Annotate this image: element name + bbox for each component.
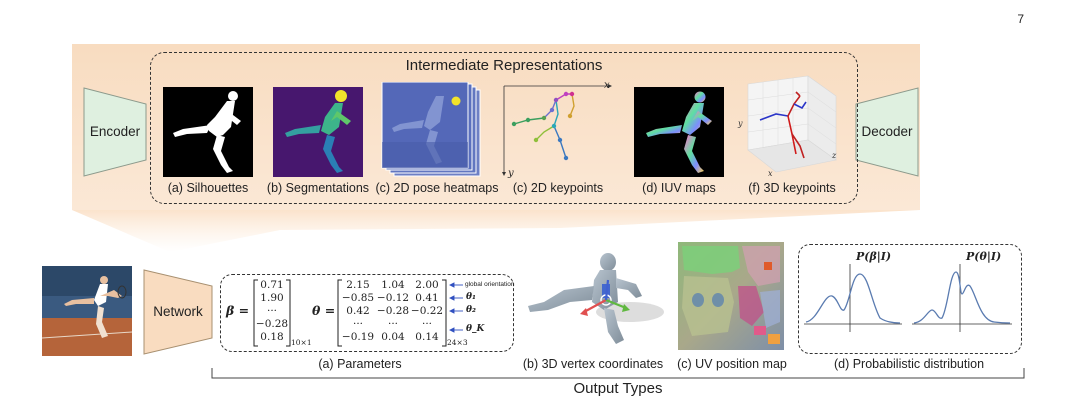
theta-cell: −0.12	[376, 292, 410, 304]
prob-beta-label: P(β|I)	[856, 250, 892, 263]
axis-y-3d: y	[737, 119, 743, 128]
caption-2d-keypoints: (c) 2D keypoints	[512, 181, 604, 195]
theta-cell: −0.85	[341, 292, 375, 304]
page-number: 7	[1017, 12, 1024, 26]
beta-value: 1.90	[260, 292, 284, 304]
beta-brackets	[253, 279, 291, 347]
theta-matrix: 2.15 1.04 2.00 −0.85 −0.12 0.41 0.42 −0.…	[340, 279, 444, 344]
output-types-bracket	[211, 368, 1025, 379]
theta-cell: 1.04	[381, 279, 405, 291]
uv-position-map-image	[678, 242, 784, 350]
axis-x-label: x	[604, 80, 610, 91]
theta-symbol: θ =	[312, 303, 336, 318]
beta-values: 0.71 1.90 ··· −0.28 0.18	[254, 279, 290, 344]
beta-size: 10×1	[291, 338, 312, 347]
encoder-label: Encoder	[89, 124, 141, 139]
encoder-block	[83, 87, 147, 177]
theta-cell: ···	[387, 318, 398, 330]
parameters-box	[220, 274, 514, 352]
theta-arrows	[449, 282, 463, 333]
theta-cell: −0.28	[376, 305, 410, 317]
theta-row: −0.19 0.04 0.14	[340, 331, 444, 344]
segmentation-image	[273, 87, 363, 177]
axis-x-3d: x	[768, 169, 773, 178]
caption-iuv-maps: (d) IUV maps	[642, 181, 716, 195]
heatmap-stack-image	[381, 82, 481, 177]
theta-cell: ···	[421, 318, 432, 330]
beta-value: 0.71	[260, 279, 284, 291]
probability-curves	[804, 264, 1012, 332]
keypoints-3d-plot: y x z	[737, 75, 837, 178]
caption-2d-pose-heatmaps: (c) 2D pose heatmaps	[375, 181, 499, 195]
intermediate-title: Intermediate Representations	[405, 57, 603, 74]
decoder-block	[855, 87, 919, 177]
network-block	[143, 269, 213, 355]
beta-value: −0.28	[255, 318, 289, 330]
theta-cell: −0.19	[341, 331, 375, 343]
theta-row: ··· ··· ···	[340, 318, 444, 331]
theta-size: 24×3	[447, 338, 468, 347]
note-theta-k: θ_K	[466, 324, 485, 334]
note-theta-1: θ₁	[466, 292, 476, 302]
theta-brackets	[337, 279, 447, 347]
beta-symbol: β =	[226, 303, 250, 318]
prob-theta-label: P(θ|I)	[966, 250, 1002, 263]
theta-cell: −0.22	[410, 305, 444, 317]
caption-3d-keypoints: (f) 3D keypoints	[748, 181, 836, 195]
theta-cell: 0.41	[415, 292, 439, 304]
theta-cell: 2.15	[346, 279, 370, 291]
caption-probabilistic-distribution: (d) Probabilistic distribution	[833, 357, 985, 371]
theta-cell: 0.42	[346, 305, 370, 317]
note-global-orientation: global orientation	[465, 281, 515, 288]
probabilistic-box	[798, 244, 1022, 354]
intermediate-representations-box: Intermediate Representations	[150, 52, 858, 204]
axis-z-3d: z	[831, 151, 837, 160]
theta-cell: 2.00	[415, 279, 439, 291]
network-label: Network	[153, 304, 203, 319]
caption-segmentations: (b) Segmentations	[266, 181, 370, 195]
beta-value: ···	[266, 305, 277, 317]
note-theta-2: θ₂	[466, 305, 476, 315]
theta-cell: ···	[352, 318, 363, 330]
iuv-map-image	[634, 87, 724, 177]
keypoints-2d-plot	[502, 84, 612, 176]
theta-cell: 0.14	[415, 331, 439, 343]
theta-row: −0.85 −0.12 0.41	[340, 292, 444, 305]
theta-row: 2.15 1.04 2.00	[340, 279, 444, 292]
theta-cell: 0.04	[381, 331, 405, 343]
caption-uv-position-map: (c) UV position map	[677, 357, 787, 371]
input-photo	[42, 266, 132, 356]
caption-3d-vertex-coordinates: (b) 3D vertex coordinates	[522, 357, 664, 371]
caption-silhouettes: (a) Silhouettes	[167, 181, 249, 195]
output-types-title: Output Types	[573, 380, 663, 397]
decoder-label: Decoder	[861, 124, 913, 139]
beta-value: 0.18	[260, 331, 284, 343]
axis-y-label: y	[508, 168, 514, 179]
mesh-3d-image	[528, 253, 664, 344]
silhouette-image	[163, 87, 253, 177]
theta-row: 0.42 −0.28 −0.22	[340, 305, 444, 318]
caption-parameters: (a) Parameters	[318, 357, 402, 371]
